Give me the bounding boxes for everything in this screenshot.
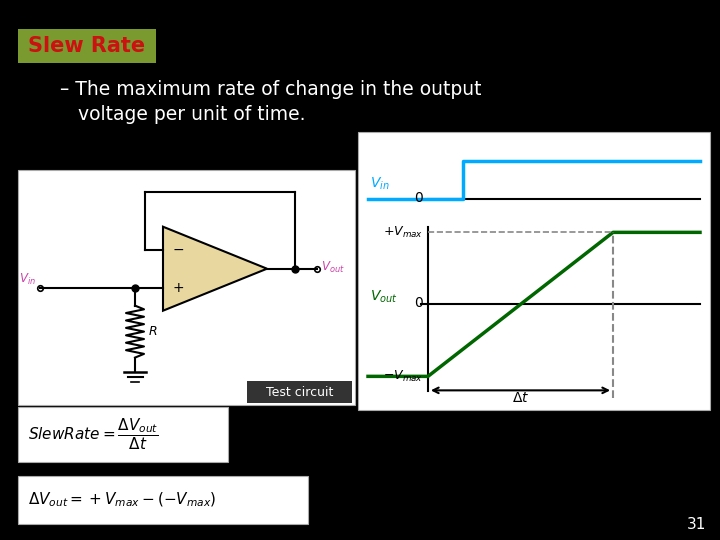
Text: $V_{in}$: $V_{in}$ xyxy=(19,272,36,287)
Bar xyxy=(18,476,308,524)
Text: 31: 31 xyxy=(687,517,706,532)
Text: $V_{out}$: $V_{out}$ xyxy=(370,288,397,305)
Bar xyxy=(18,407,228,462)
Text: voltage per unit of time.: voltage per unit of time. xyxy=(60,105,305,124)
Text: Test circuit: Test circuit xyxy=(266,386,333,399)
Bar xyxy=(18,170,355,405)
Text: 0: 0 xyxy=(414,191,423,205)
Text: 0: 0 xyxy=(414,296,423,310)
Text: R: R xyxy=(149,325,158,338)
Bar xyxy=(18,29,156,63)
Bar xyxy=(358,132,710,410)
Text: $V_{in}$: $V_{in}$ xyxy=(370,176,390,192)
Text: $+V_{max}$: $+V_{max}$ xyxy=(383,225,423,240)
Text: −: − xyxy=(173,243,184,257)
Text: Slew Rate: Slew Rate xyxy=(28,36,145,56)
Text: – The maximum rate of change in the output: – The maximum rate of change in the outp… xyxy=(60,80,482,99)
Polygon shape xyxy=(163,227,267,310)
Bar xyxy=(247,381,352,403)
Text: $SlewRate = \dfrac{\Delta V_{out}}{\Delta t}$: $SlewRate = \dfrac{\Delta V_{out}}{\Delt… xyxy=(28,417,158,452)
Text: $\Delta t$: $\Delta t$ xyxy=(512,392,529,406)
Text: +: + xyxy=(173,281,184,295)
Text: $V_{out}$: $V_{out}$ xyxy=(321,260,345,275)
Text: $-V_{max}$: $-V_{max}$ xyxy=(383,369,423,384)
Text: $\Delta V_{out} = +V_{max} - (-V_{max})$: $\Delta V_{out} = +V_{max} - (-V_{max})$ xyxy=(28,491,217,509)
